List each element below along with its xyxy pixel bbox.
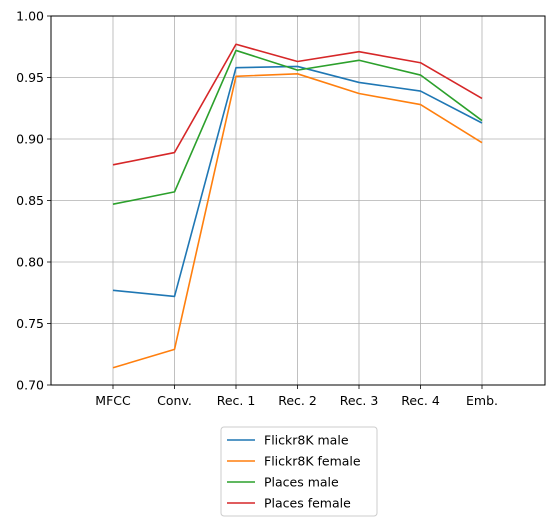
y-tick-label: 0.80 bbox=[16, 255, 44, 270]
legend-label: Flickr8K male bbox=[264, 433, 349, 448]
legend-box bbox=[220, 426, 378, 517]
x-tick-label: Conv. bbox=[157, 393, 192, 408]
series-line-flickr8k-female bbox=[112, 73, 483, 369]
x-tick-label: Rec. 2 bbox=[278, 393, 317, 408]
y-tick-label: 1.00 bbox=[16, 9, 44, 24]
y-tick-label: 0.70 bbox=[16, 378, 44, 393]
x-tick-label: MFCC bbox=[95, 393, 131, 408]
legend-label: Places male bbox=[264, 475, 339, 490]
series-line-flickr8k-male bbox=[112, 65, 483, 298]
x-tick-label: Rec. 3 bbox=[340, 393, 379, 408]
x-axis: MFCC Conv. Rec. 1 Rec. 2 Rec. 3 Rec. 4 Emb. bbox=[95, 385, 498, 408]
legend-label: Flickr8K female bbox=[264, 454, 361, 469]
y-axis: 0.70 0.75 0.80 0.85 0.90 0.95 1.00 bbox=[16, 9, 51, 393]
legend-label: Places female bbox=[264, 496, 351, 511]
legend: Flickr8K male Flickr8K female Places male P… bbox=[220, 426, 378, 517]
grid bbox=[51, 15, 545, 386]
y-tick-label: 0.95 bbox=[16, 70, 44, 85]
y-tick-label: 0.85 bbox=[16, 193, 44, 208]
x-tick-label: Emb. bbox=[466, 393, 498, 408]
y-tick-label: 0.90 bbox=[16, 132, 44, 147]
x-tick-label: Rec. 1 bbox=[217, 393, 256, 408]
x-tick-label: Rec. 4 bbox=[401, 393, 440, 408]
series-lines bbox=[112, 43, 483, 369]
series-line-places-male bbox=[112, 49, 483, 205]
y-tick-label: 0.75 bbox=[16, 316, 44, 331]
series-line-places-female bbox=[112, 43, 483, 166]
